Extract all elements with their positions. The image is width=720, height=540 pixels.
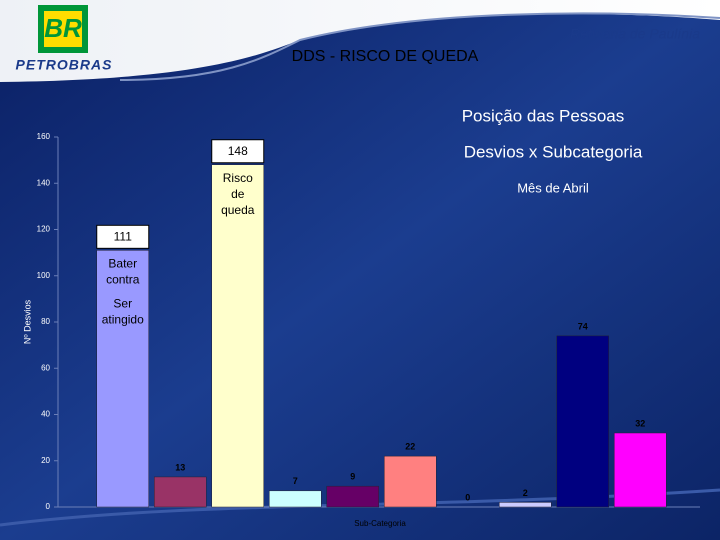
y-tick-label: 0 <box>46 502 51 511</box>
y-tick-label: 60 <box>41 363 50 372</box>
y-axis-label: Nº Desvios <box>22 299 32 344</box>
value-label: 2 <box>523 488 528 498</box>
value-box <box>96 224 150 249</box>
logo-mark: BR <box>44 13 82 43</box>
value-label: 9 <box>350 472 355 482</box>
bar <box>326 485 379 508</box>
logo-text: PETROBRAS <box>16 57 113 73</box>
location: Refinaria de Paulínia <box>570 26 700 42</box>
chart-subtitle: Desvios x Subcategoria <box>464 142 643 161</box>
value-label: 7 <box>293 476 298 486</box>
y-tick-label: 80 <box>41 317 50 326</box>
y-tick-label: 20 <box>41 456 50 465</box>
header-curve <box>119 12 720 81</box>
bar <box>384 455 437 508</box>
bar <box>499 502 552 508</box>
logo-inner <box>44 11 82 47</box>
value-label: 111 <box>114 229 133 243</box>
chart-note: Mês de Abril <box>517 180 589 195</box>
y-tick-label: 100 <box>37 271 51 280</box>
bar <box>614 432 667 508</box>
x-axis-label: Sub-Categoria <box>354 519 406 528</box>
value-label: 32 <box>635 418 645 428</box>
y-tick-label: 140 <box>37 178 51 187</box>
value-label: 0 <box>465 492 470 502</box>
y-tick-label: 40 <box>41 410 50 419</box>
bar-annotation: Bater contra <box>106 256 140 286</box>
bar-annotation: Risco de queda <box>221 171 255 217</box>
header-band <box>0 0 720 82</box>
bar-annotation: Ser atingido <box>102 296 144 326</box>
bar <box>154 476 207 508</box>
bar <box>211 164 264 508</box>
value-label: 74 <box>578 321 588 331</box>
y-tick-label: 120 <box>37 225 51 234</box>
bar <box>96 250 149 508</box>
slide-title: DDS - RISCO DE QUEDA <box>292 48 479 65</box>
bar <box>556 335 609 508</box>
value-box <box>211 139 265 164</box>
value-label: 13 <box>175 462 185 472</box>
chart-title: Posição das Pessoas <box>462 106 625 125</box>
bar <box>269 490 322 508</box>
value-label: 148 <box>228 144 248 158</box>
value-label: 22 <box>405 442 415 452</box>
y-tick-label: 160 <box>37 132 51 141</box>
